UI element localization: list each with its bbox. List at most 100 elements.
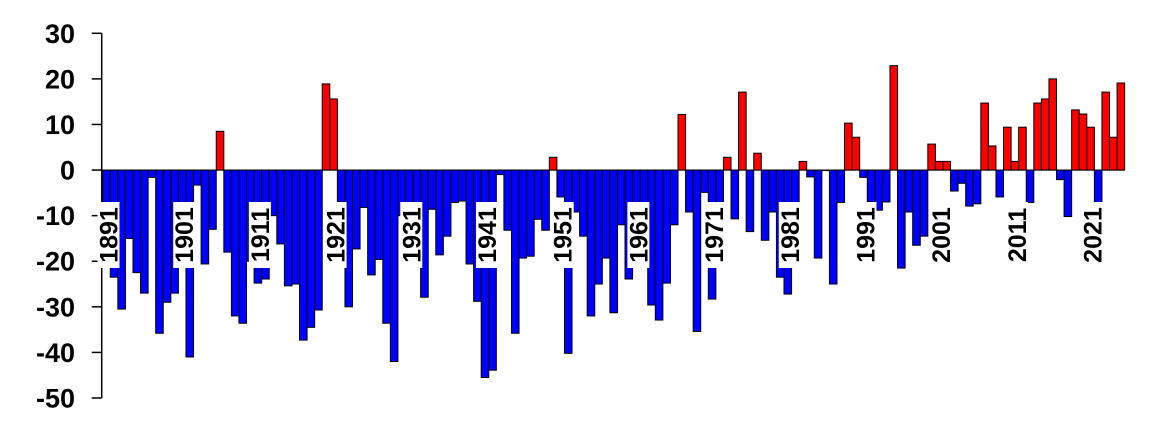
x-tick-label-background — [400, 202, 423, 268]
bar-1897 — [147, 169, 157, 178]
bar-2017 — [1056, 169, 1065, 181]
bar-1969 — [692, 169, 702, 332]
bar-1947 — [526, 169, 535, 257]
bar-1938 — [457, 169, 467, 202]
x-tick-label-background — [97, 202, 120, 268]
bar-1967 — [677, 113, 687, 171]
bar-2000 — [927, 143, 936, 171]
x-tick-label-group: 1911 — [247, 202, 275, 268]
x-tick-label: 2011 — [1004, 208, 1032, 262]
bar-1927 — [374, 169, 384, 260]
bar-1956 — [594, 169, 603, 285]
bar-1921 — [329, 98, 338, 171]
bar-1951 — [556, 169, 565, 198]
bar-2008 — [987, 145, 997, 171]
bar-1997 — [904, 169, 914, 213]
bar-1919 — [314, 169, 323, 311]
x-tick-label: 1951 — [550, 207, 578, 263]
x-tick-label-background — [703, 202, 726, 268]
y-tick-label: 10 — [45, 110, 75, 140]
bar-1984 — [806, 169, 815, 178]
x-tick-label: 1971 — [701, 207, 729, 263]
x-tick-label-group: 1891 — [95, 202, 123, 268]
x-tick-label: 1911 — [247, 208, 275, 262]
bar-1992 — [866, 169, 876, 203]
bar-1948 — [533, 169, 543, 220]
x-tick-label-background — [778, 202, 801, 268]
bar-1934 — [427, 169, 437, 210]
bar-2004 — [957, 169, 967, 184]
bar-2018 — [1063, 169, 1073, 218]
x-tick-label-group: 1991 — [852, 202, 880, 268]
x-tick-label-group: 1961 — [625, 202, 653, 268]
y-tick-label: 20 — [45, 64, 75, 94]
bar-1954 — [579, 169, 588, 237]
bar-2023 — [1101, 91, 1111, 171]
bar-1970 — [700, 169, 709, 193]
x-tick-label: 1941 — [474, 207, 502, 263]
bar-1966 — [669, 169, 679, 226]
bar-1950 — [548, 156, 558, 171]
bar-1903 — [193, 169, 202, 186]
bar-1936 — [442, 169, 452, 237]
bar-1924 — [352, 169, 361, 250]
bar-1978 — [760, 169, 770, 241]
bar-1935 — [435, 169, 444, 256]
x-tick-label-background — [248, 202, 271, 268]
bar-1895 — [132, 169, 142, 274]
bar-1959 — [616, 169, 626, 226]
bar-1964 — [654, 169, 664, 321]
x-tick-label-group: 1931 — [398, 202, 426, 268]
x-tick-label-background — [854, 202, 877, 268]
x-tick-label-group: 1921 — [323, 202, 351, 268]
bar-1999 — [919, 169, 929, 237]
x-tick-label-background — [173, 202, 196, 268]
x-axis-labels: 1891 1901 1911 1921 1931 1941 1951 1961 1971 1981… — [95, 202, 1108, 268]
bar-2024 — [1109, 136, 1118, 171]
bar-2012 — [1018, 126, 1027, 171]
bar-1926 — [367, 169, 376, 276]
bar-1985 — [813, 169, 823, 259]
x-tick-label-background — [1081, 202, 1104, 268]
x-tick-label: 2021 — [1080, 207, 1108, 263]
bar-2015 — [1040, 98, 1050, 171]
bar-1973 — [722, 156, 732, 171]
x-tick-label-group: 1901 — [171, 202, 199, 268]
bar-1914 — [276, 169, 285, 245]
bar-2002 — [942, 160, 952, 171]
bar-2005 — [965, 169, 974, 207]
bar-1965 — [662, 169, 671, 284]
y-tick-label: -30 — [36, 292, 75, 322]
x-tick-label: 1921 — [323, 207, 351, 263]
bar-1915 — [283, 169, 293, 287]
bar-1943 — [495, 169, 505, 176]
bar-1941 — [480, 169, 490, 378]
bar-2009 — [995, 169, 1005, 198]
bar-1925 — [359, 169, 369, 208]
bar-1939 — [465, 169, 475, 265]
bar-2001 — [934, 160, 944, 171]
x-tick-label: 1981 — [777, 207, 805, 263]
x-tick-label: 1931 — [398, 207, 426, 263]
bar-1974 — [730, 169, 740, 220]
bar-1988 — [836, 169, 846, 203]
x-tick-label-group: 1971 — [701, 202, 729, 268]
y-tick-label: -40 — [36, 338, 75, 368]
bar-1907 — [223, 169, 232, 253]
bar-1918 — [306, 169, 316, 328]
bar-1995 — [889, 65, 899, 171]
bar-1955 — [586, 169, 596, 317]
x-tick-label-group: 2011 — [1004, 202, 1032, 268]
bar-1894 — [124, 169, 134, 239]
bar-1989 — [844, 122, 853, 171]
bar-2020 — [1078, 113, 1088, 171]
bar-1906 — [215, 130, 225, 171]
x-tick-label: 1961 — [625, 207, 653, 263]
y-tick-label: -10 — [36, 201, 75, 231]
bar-1929 — [389, 169, 399, 363]
bar-1944 — [503, 169, 512, 231]
x-tick-label-background — [627, 202, 650, 268]
x-tick-label-group: 1951 — [550, 202, 578, 268]
bar-1958 — [609, 169, 618, 314]
